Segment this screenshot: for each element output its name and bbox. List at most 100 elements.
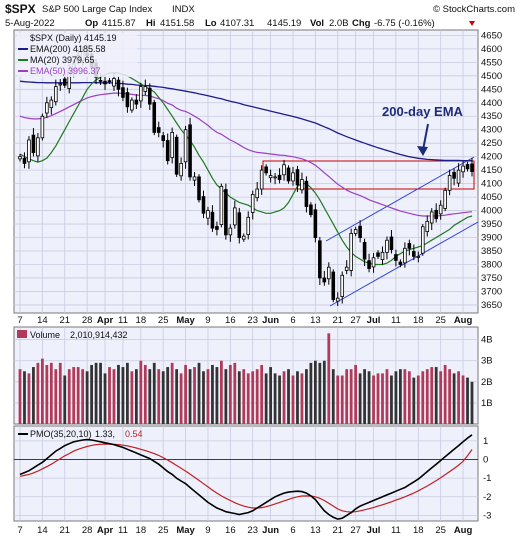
candle-body <box>403 247 407 264</box>
candle-body <box>425 220 430 233</box>
ema200-line <box>19 80 472 162</box>
candle <box>27 136 31 169</box>
candle-body <box>434 209 438 220</box>
price-tick-label: 4050 <box>481 192 502 203</box>
candle-body <box>143 86 148 92</box>
exchange-label: INDX <box>172 4 195 15</box>
candle-body <box>376 252 380 257</box>
volume-bar <box>18 369 22 424</box>
volume-bars <box>18 333 474 424</box>
candle-body <box>268 175 273 179</box>
candle <box>376 250 380 260</box>
volume-bar <box>228 364 232 424</box>
volume-bar <box>170 362 174 424</box>
candle <box>224 183 228 240</box>
price-tick-label: 4650 <box>481 30 502 41</box>
candle <box>367 253 371 273</box>
candle-body <box>179 163 183 177</box>
candle <box>116 76 121 97</box>
candle-body <box>54 86 58 103</box>
candle-body <box>40 115 45 139</box>
candle <box>438 200 443 220</box>
candle-body <box>62 78 67 86</box>
x-tick-label: May <box>176 525 195 536</box>
candle-body <box>161 135 165 141</box>
volume-bar <box>99 362 102 424</box>
candle <box>152 99 157 136</box>
candle <box>291 166 295 186</box>
x-tick-label: 7 <box>17 315 22 326</box>
x-tick-label: 11 <box>391 525 401 536</box>
x-tick-label: Jul <box>367 315 381 326</box>
candle <box>358 220 362 243</box>
candle-body <box>362 241 367 260</box>
candle-body <box>412 251 416 257</box>
candle <box>139 82 143 108</box>
candle <box>385 236 389 260</box>
volume-axis: 1B 2B 3B 4B <box>481 335 493 409</box>
volume-bar <box>439 371 443 424</box>
candle-body <box>241 235 246 240</box>
volume-bar <box>58 362 62 424</box>
candle <box>130 97 134 113</box>
volume-bar <box>300 373 304 424</box>
candle-body <box>224 189 228 236</box>
candle <box>233 200 237 229</box>
volume-legend: Volume 2,010,914,432 <box>17 330 128 340</box>
down-arrow-icon <box>469 21 475 26</box>
candle-body <box>304 180 309 207</box>
candle-body <box>116 79 121 90</box>
price-tick-label: 4550 <box>481 57 502 68</box>
hi-value: 4151.58 <box>160 18 194 29</box>
candle <box>389 229 394 254</box>
candle <box>192 172 197 187</box>
candle-body <box>49 99 54 109</box>
volume-bar <box>219 360 223 424</box>
x-tick-label: 11 <box>391 315 401 326</box>
volume-bar <box>385 369 389 424</box>
date-label: 5-Aug-2022 <box>5 18 55 29</box>
volume-bar <box>394 371 398 424</box>
price-tick-label: 4500 <box>481 71 502 82</box>
x-tick-label: 13 <box>310 525 321 536</box>
volume-bar <box>134 369 138 424</box>
pmo-tick-label: -3 <box>483 510 491 521</box>
price-tick-label: 4000 <box>481 206 502 217</box>
pmo-tick-label: 0 <box>483 455 488 466</box>
candle-body <box>327 266 331 280</box>
volume-bar <box>193 367 196 424</box>
candle-body <box>394 254 398 261</box>
volume-bar <box>461 375 465 424</box>
price-tick-label: 3800 <box>481 259 502 270</box>
chg-value: -6.75 (-0.16%) <box>374 18 435 29</box>
volume-bar <box>49 362 53 424</box>
x-tick-label: 25 <box>158 315 169 326</box>
pmo-signal-line <box>19 443 473 513</box>
volume-bar <box>309 362 313 424</box>
candle-body <box>139 86 143 102</box>
volume-bar <box>23 371 26 424</box>
candle <box>268 169 273 183</box>
volume-bar <box>296 371 299 424</box>
candle <box>420 224 425 256</box>
volume-bar <box>381 373 384 424</box>
candle-body <box>250 194 255 213</box>
pmo-signal-value: 0.54 <box>125 429 143 439</box>
candle-body <box>420 226 425 254</box>
volume-bar <box>161 371 165 424</box>
hi-label: Hi <box>146 18 156 29</box>
pmo-legend: PMO(35,20,10) 1.33, 0.54 <box>18 429 143 439</box>
candle <box>219 183 224 228</box>
candle <box>344 260 349 275</box>
legend-ema200: EMA(200) 4185.58 <box>30 44 106 54</box>
candle <box>210 205 215 232</box>
x-tick-label: 21 <box>332 525 343 536</box>
candle <box>250 190 255 220</box>
x-tick-label: 21 <box>59 315 70 326</box>
candle-body <box>183 129 188 163</box>
candle <box>22 152 27 169</box>
candle <box>40 113 45 141</box>
price-tick-label: 3650 <box>481 300 502 311</box>
volume-bar <box>349 369 353 424</box>
